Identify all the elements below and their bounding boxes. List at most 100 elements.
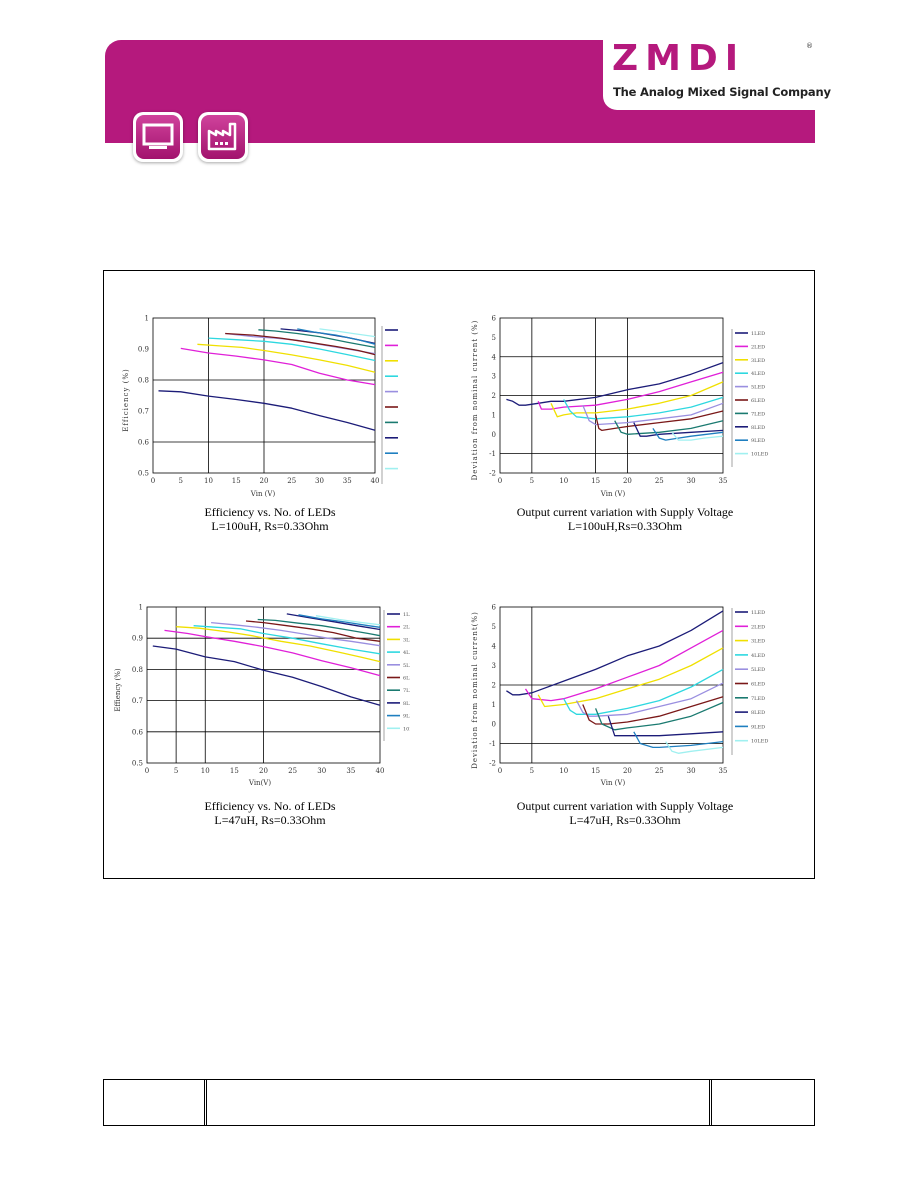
- y-axis-label: Deviation from nominal current (%): [471, 320, 479, 481]
- legend-label: 6LED: [751, 682, 765, 688]
- footer-table: [103, 1079, 815, 1126]
- factory-icon-tile: [198, 112, 248, 162]
- y-tick-label: 5: [492, 334, 496, 342]
- series-line-10led: [319, 328, 376, 338]
- caption-title: Output current variation with Supply Vol…: [516, 505, 734, 519]
- x-tick-label: 0: [498, 477, 502, 485]
- x-tick-label: 10: [204, 477, 213, 485]
- legend-label: 8LED: [403, 701, 410, 707]
- series-line-5led: [211, 621, 381, 647]
- x-tick-label: 10: [559, 767, 568, 775]
- y-tick-label: 4: [492, 353, 497, 361]
- x-tick-label: 0: [151, 477, 155, 485]
- legend-label: 6LED: [403, 676, 410, 682]
- x-tick-label: 20: [623, 477, 632, 485]
- x-tick-label: 20: [259, 767, 268, 775]
- registered-mark: ®: [806, 42, 813, 50]
- caption-params: L=47uH, Rs=0.33Ohm: [569, 813, 681, 827]
- series-line-8led: [286, 613, 381, 631]
- y-tick-label: 0.6: [132, 728, 144, 736]
- x-tick-label: 5: [530, 767, 534, 775]
- x-tick-label: 35: [719, 767, 728, 775]
- series-line-5led: [575, 682, 724, 717]
- y-axis-label: Deviation from nominal current(%): [471, 611, 479, 769]
- series-line-10led: [315, 615, 381, 626]
- logo-box: [603, 40, 815, 110]
- x-tick-label: 5: [174, 767, 178, 775]
- y-tick-label: 6: [492, 315, 497, 323]
- series-line-7led: [257, 618, 381, 637]
- y-tick-label: 0.9: [138, 346, 149, 354]
- y-tick-label: 0.6: [138, 439, 150, 447]
- legend-label: 10LED: [403, 726, 410, 732]
- series-line-8led: [607, 715, 724, 737]
- y-tick-label: 0: [492, 431, 496, 439]
- x-tick-label: 25: [655, 767, 664, 775]
- x-tick-label: 30: [317, 767, 326, 775]
- legend-label: 7LED: [751, 411, 765, 417]
- x-tick-label: 25: [288, 767, 297, 775]
- figure-caption: Output current variation with Supply Vol…: [490, 799, 760, 827]
- legend-label: 3LED: [751, 358, 765, 364]
- series-line-1led: [506, 361, 724, 406]
- legend-label: 4LED: [751, 653, 765, 659]
- monitor-icon-tile: [133, 112, 183, 162]
- series-line-1led: [506, 610, 724, 696]
- series-line-3led: [550, 381, 724, 418]
- figure-caption: Output current variation with Supply Vol…: [490, 505, 760, 533]
- y-tick-label: 1: [492, 701, 496, 709]
- legend-label: 9LED: [751, 438, 765, 444]
- efficiency-chart-47uh: Effiency (%) Vin(V) 0 5 10 15 20 25 30 35 40 0.5 0…: [114, 604, 410, 788]
- y-tick-label: 0.8: [132, 666, 143, 674]
- legend-label: 3LED: [751, 639, 765, 645]
- x-tick-label: 40: [371, 477, 380, 485]
- figure-frame: [103, 270, 815, 879]
- caption-title: Efficiency vs. No. of LEDs: [204, 799, 336, 813]
- legend-label: 4LED: [403, 650, 410, 656]
- series-line-7led: [258, 329, 376, 349]
- monitor-icon: [142, 123, 174, 149]
- x-tick-label: 0: [145, 767, 149, 775]
- x-tick-label: 10: [559, 477, 568, 485]
- y-tick-label: -1: [489, 450, 496, 458]
- y-tick-label: -2: [489, 470, 496, 478]
- legend-label: 10LED: [751, 739, 768, 745]
- series-line-9led: [652, 428, 724, 441]
- y-tick-label: 2: [492, 392, 496, 400]
- legend-label: 2LED: [751, 344, 765, 350]
- y-tick-label: 0.7: [138, 408, 149, 416]
- x-tick-label: 20: [623, 767, 632, 775]
- legend-label: 1LED: [403, 612, 410, 618]
- series-line-8led: [633, 422, 724, 437]
- y-tick-label: 1: [145, 315, 149, 323]
- caption-params: L=100uH,Rs=0.33Ohm: [567, 519, 683, 533]
- legend-label: 9LED: [751, 724, 765, 730]
- x-tick-label: 35: [346, 767, 355, 775]
- series-line-10led: [665, 741, 724, 754]
- series-line-4led: [208, 337, 376, 362]
- series-line-4led: [563, 396, 724, 420]
- y-tick-label: -1: [489, 740, 496, 748]
- y-tick-label: 1: [139, 604, 143, 612]
- y-tick-label: 0: [492, 721, 496, 729]
- y-tick-label: -2: [489, 760, 496, 768]
- series-line-4led: [563, 668, 724, 715]
- series-line-6led: [582, 696, 724, 725]
- series-line-8led: [280, 328, 376, 345]
- series-line-9led: [633, 731, 724, 749]
- y-tick-label: 1: [492, 411, 496, 419]
- x-tick-label: 15: [230, 767, 239, 775]
- efficiency-chart-100uh: Efficiency (%) Vin (V) 0 5 10 15 20 25 30 35 40 0…: [122, 315, 398, 498]
- company-tagline: The Analog Mixed Signal Company: [613, 85, 831, 99]
- y-tick-label: 3: [492, 662, 496, 670]
- series-line-3led: [176, 626, 381, 663]
- legend-label: 2LED: [403, 625, 410, 631]
- legend-label: 3LED: [403, 637, 410, 643]
- zmdi-logo: ZMDI: [612, 38, 746, 79]
- series-line-2led: [164, 629, 381, 677]
- legend-label: 6LED: [751, 398, 765, 404]
- x-tick-label: 5: [179, 477, 183, 485]
- y-tick-label: 3: [492, 373, 496, 381]
- y-tick-label: 0.9: [132, 635, 143, 643]
- x-tick-label: 0: [498, 767, 502, 775]
